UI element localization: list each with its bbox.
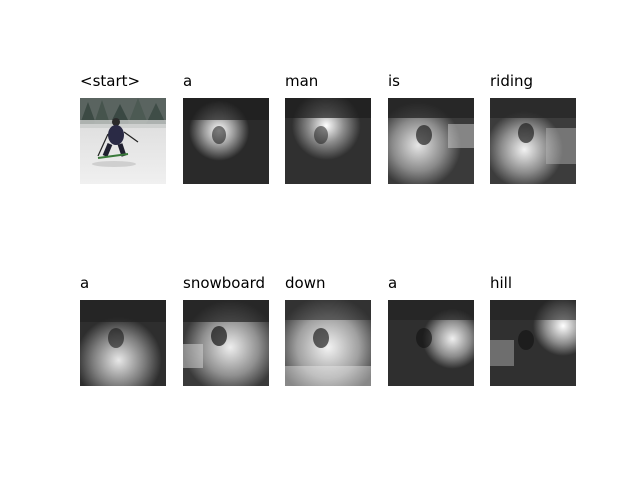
attention-map — [183, 98, 269, 184]
word-label: <start> — [80, 72, 141, 90]
word-label: down — [285, 274, 326, 292]
attention-map — [490, 300, 576, 386]
attention-map — [490, 98, 576, 184]
attention-map — [388, 300, 474, 386]
original-image — [80, 98, 166, 184]
attention-map — [80, 300, 166, 386]
word-label: man — [285, 72, 319, 90]
word-label: riding — [490, 72, 534, 90]
attention-map — [388, 98, 474, 184]
attention-map — [183, 300, 269, 386]
word-label: hill — [490, 274, 513, 292]
attention-map — [285, 300, 371, 386]
word-label: a — [80, 274, 90, 292]
word-label: is — [388, 72, 400, 90]
attention-map — [285, 98, 371, 184]
word-label: snowboard — [183, 274, 266, 292]
word-label: a — [388, 274, 398, 292]
word-label: a — [183, 72, 193, 90]
